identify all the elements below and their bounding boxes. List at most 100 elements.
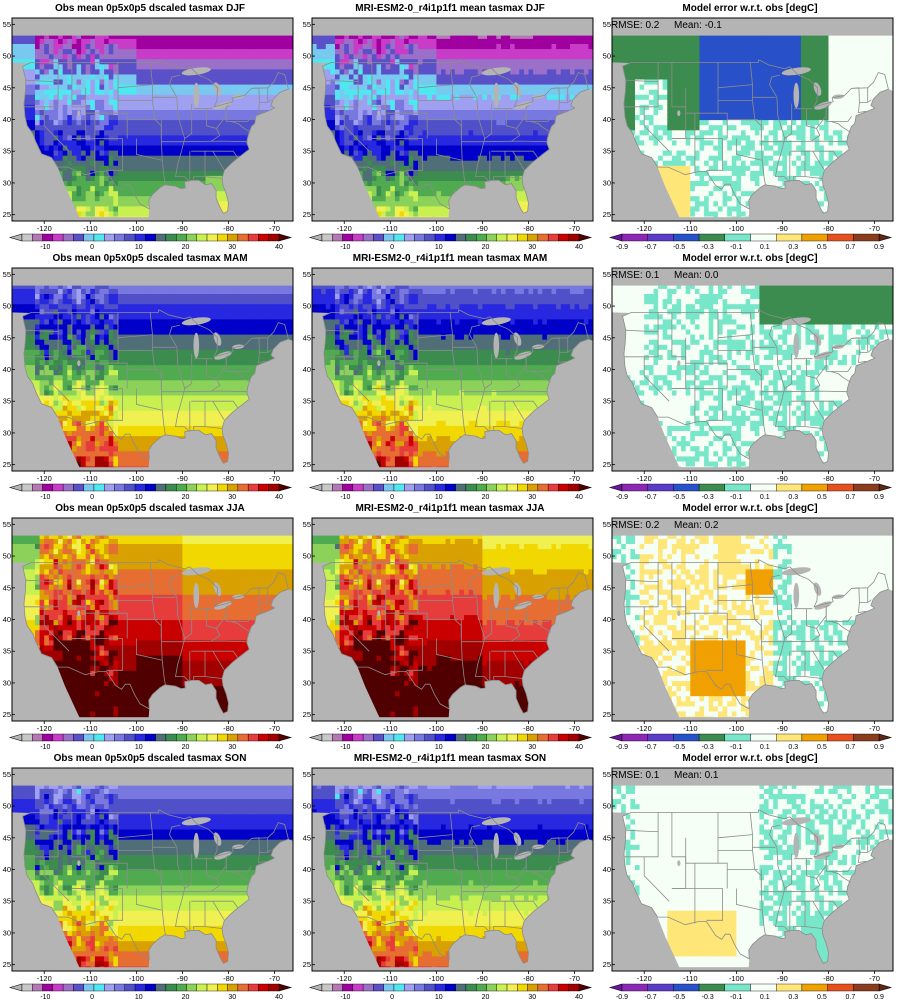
lon-tick-label: -80 [823, 224, 834, 233]
colorbar-label: -10 [340, 744, 350, 750]
colorbar-label: 0.1 [760, 994, 770, 1000]
colorbar-label: 0.7 [846, 244, 856, 250]
colorbar-label: 40 [575, 494, 583, 500]
colorbar-under-arrow [308, 983, 323, 992]
colorbar-swatch [155, 483, 167, 492]
colorbar-swatch [186, 983, 197, 992]
colorbar-swatch [621, 233, 648, 242]
colorbar-swatch [73, 233, 84, 242]
lon-tick-label: -100 [729, 224, 744, 233]
colorbar-swatch [558, 483, 569, 492]
mean-label: Mean: -0.1 [674, 20, 722, 31]
colorbar-swatch [698, 983, 725, 992]
colorbar-swatch [486, 983, 497, 992]
colorbar-swatch [373, 483, 384, 492]
colorbar-swatch [445, 233, 456, 242]
lake [377, 860, 381, 867]
colorbar-label: 0.5 [817, 994, 827, 1000]
colorbar-label: 10 [435, 494, 443, 500]
colorbar-swatch [217, 233, 228, 242]
colorbar-label: 10 [435, 744, 443, 750]
panel-error-mam: Model error w.r.t. obs [degC] -120 -110 -1… [600, 250, 900, 500]
colorbar-swatch [73, 483, 84, 492]
colorbar-label: -10 [340, 494, 350, 500]
state-boundaries [624, 312, 872, 435]
colorbar-swatch [537, 733, 549, 742]
colorbar-under-arrow [8, 483, 23, 492]
colorbar-swatch [537, 983, 549, 992]
colorbar-swatch [145, 483, 156, 492]
colorbar-swatch [827, 233, 854, 242]
colorbar-label: -10 [40, 994, 50, 1000]
lat-tick-label: 50 [603, 52, 611, 61]
colorbar-swatch [517, 233, 528, 242]
lake [677, 110, 681, 117]
colorbar-swatch [455, 483, 467, 492]
state-boundaries [624, 62, 872, 185]
panel-obs-djf: Obs mean 0p5x0p5 dscaled tasmax DJF -120… [0, 0, 300, 250]
colorbar-swatch [404, 733, 415, 742]
colorbar-swatch [321, 983, 333, 992]
colorbar-swatch [32, 983, 43, 992]
colorbar-label: 20 [482, 994, 490, 1000]
lat-tick-label: 40 [303, 365, 311, 374]
lat-tick-label: 30 [303, 678, 311, 687]
panel-obs-mam: Obs mean 0p5x0p5 dscaled tasmax MAM -120… [0, 250, 300, 500]
colorbar-label: -0.5 [673, 744, 685, 750]
lat-tick-label: 25 [3, 960, 11, 969]
colorbar-swatch [332, 733, 343, 742]
colorbar-swatch [104, 983, 115, 992]
lat-tick-label: 50 [3, 52, 11, 61]
ocean-mask [12, 18, 293, 221]
colorbar-label: 0 [90, 494, 94, 500]
colorbar-swatch [42, 733, 54, 742]
lon-tick-label: -80 [523, 724, 534, 733]
lon-tick-label: -90 [177, 974, 188, 983]
colorbar-over-arrow [878, 983, 893, 992]
state-boundaries [324, 312, 572, 435]
map-plot: -120 -110 -100 -90 -80 -7025303540455055-0.9-… [603, 767, 894, 1000]
lake [493, 582, 500, 609]
lat-tick-label: 30 [603, 178, 611, 187]
country-outline [322, 309, 589, 464]
colorbar-swatch [853, 983, 880, 992]
colorbar-swatch [434, 233, 446, 242]
colorbar-swatch [352, 233, 364, 242]
lake [181, 317, 211, 326]
panel-title: Obs mean 0p5x0p5 dscaled tasmax DJF [0, 3, 300, 14]
lake [793, 582, 800, 609]
lat-tick-label: 55 [603, 270, 611, 279]
colorbar-swatch [801, 983, 828, 992]
colorbar-swatch [73, 733, 84, 742]
lat-tick-label: 30 [603, 428, 611, 437]
colorbar-label: -0.3 [702, 244, 714, 250]
colorbar-swatch [258, 233, 269, 242]
colorbar-label: -0.1 [730, 744, 742, 750]
colorbar-label: -0.5 [673, 494, 685, 500]
colorbar-swatch [134, 233, 146, 242]
colorbar-under-arrow [608, 733, 623, 742]
colorbar-swatch [621, 483, 648, 492]
country-outline [22, 559, 289, 714]
lake [493, 332, 500, 359]
lon-tick-label: -120 [637, 724, 652, 733]
lat-tick-label: 40 [303, 115, 311, 124]
lat-tick-label: 50 [603, 302, 611, 311]
country-outline [322, 809, 589, 964]
colorbar-swatch [62, 733, 74, 742]
colorbar-swatch [568, 983, 580, 992]
colorbar-swatch [114, 483, 125, 492]
colorbar-over-arrow [578, 233, 593, 242]
lake [793, 332, 800, 359]
colorbar-swatch [165, 233, 177, 242]
colorbar-label: 0.9 [874, 744, 884, 750]
colorbar-swatch [342, 983, 354, 992]
colorbar: -10 0 10 20 30 40 [8, 733, 293, 750]
colorbar-swatch [475, 233, 487, 242]
colorbar-label: 30 [528, 244, 536, 250]
lat-tick-label: 40 [303, 615, 311, 624]
lon-tick-label: -70 [569, 474, 580, 483]
colorbar-over-arrow [578, 983, 593, 992]
